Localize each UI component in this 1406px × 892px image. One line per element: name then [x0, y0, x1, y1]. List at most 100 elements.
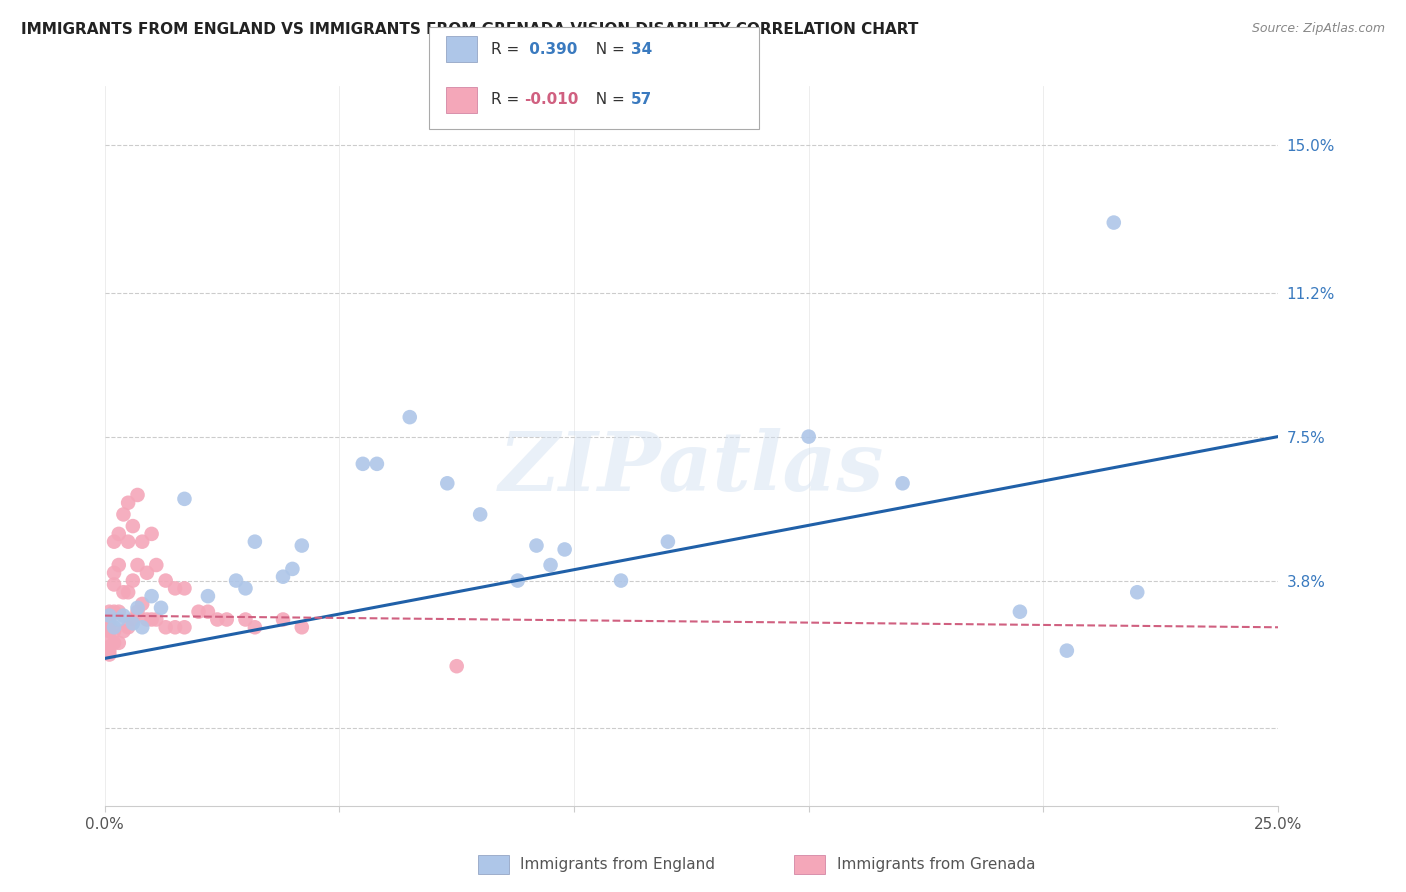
Point	[112, 624, 135, 639]
Point	[112, 508, 135, 522]
Text: -0.010: -0.010	[524, 93, 579, 107]
Point	[797, 429, 820, 443]
Point	[98, 608, 121, 623]
Point	[121, 574, 143, 588]
Point	[103, 566, 125, 580]
Point	[243, 534, 266, 549]
Text: N =: N =	[586, 42, 630, 56]
Point	[98, 648, 121, 662]
Point	[107, 527, 129, 541]
Point	[103, 534, 125, 549]
Text: IMMIGRANTS FROM ENGLAND VS IMMIGRANTS FROM GRENADA VISION DISABILITY CORRELATION: IMMIGRANTS FROM ENGLAND VS IMMIGRANTS FR…	[21, 22, 918, 37]
Text: 57: 57	[631, 93, 652, 107]
Point	[235, 613, 257, 627]
Point	[107, 558, 129, 572]
Point	[291, 539, 314, 553]
Point	[187, 605, 209, 619]
Point	[1056, 643, 1078, 657]
Point	[1126, 585, 1149, 599]
Point	[366, 457, 388, 471]
Point	[554, 542, 576, 557]
Point	[150, 600, 173, 615]
Point	[891, 476, 914, 491]
Point	[103, 577, 125, 591]
Point	[145, 613, 167, 627]
Point	[98, 632, 121, 646]
Point	[98, 616, 121, 631]
Point	[103, 620, 125, 634]
Point	[131, 534, 153, 549]
Point	[121, 616, 143, 631]
Point	[127, 488, 149, 502]
Text: Immigrants from England: Immigrants from England	[520, 857, 716, 871]
Point	[145, 558, 167, 572]
Point	[436, 476, 458, 491]
Point	[135, 613, 157, 627]
Point	[131, 597, 153, 611]
Point	[117, 585, 139, 599]
Point	[173, 491, 195, 506]
Point	[107, 605, 129, 619]
Point	[281, 562, 304, 576]
Point	[1008, 605, 1031, 619]
Point	[141, 527, 163, 541]
Point	[135, 566, 157, 580]
Text: Immigrants from Grenada: Immigrants from Grenada	[837, 857, 1035, 871]
Point	[352, 457, 374, 471]
Point	[103, 624, 125, 639]
Point	[271, 613, 294, 627]
Point	[610, 574, 633, 588]
Point	[165, 582, 187, 596]
Point	[107, 613, 129, 627]
Point	[526, 539, 548, 553]
Point	[197, 605, 219, 619]
Point	[98, 643, 121, 657]
Text: N =: N =	[586, 93, 630, 107]
Point	[235, 582, 257, 596]
Point	[121, 519, 143, 533]
Point	[127, 600, 149, 615]
Point	[155, 620, 177, 634]
Point	[207, 613, 229, 627]
Point	[173, 620, 195, 634]
Point	[117, 534, 139, 549]
Point	[173, 582, 195, 596]
Point	[540, 558, 562, 572]
Point	[117, 620, 139, 634]
Point	[121, 613, 143, 627]
Point	[127, 605, 149, 619]
Point	[657, 534, 679, 549]
Point	[98, 605, 121, 619]
Point	[131, 620, 153, 634]
Text: ZIPatlas: ZIPatlas	[499, 428, 884, 508]
Text: R =: R =	[491, 42, 524, 56]
Point	[271, 570, 294, 584]
Point	[155, 574, 177, 588]
Point	[506, 574, 529, 588]
Point	[98, 620, 121, 634]
Point	[112, 585, 135, 599]
Point	[165, 620, 187, 634]
Point	[112, 608, 135, 623]
Point	[1102, 216, 1125, 230]
Text: 34: 34	[631, 42, 652, 56]
Point	[215, 613, 238, 627]
Text: Source: ZipAtlas.com: Source: ZipAtlas.com	[1251, 22, 1385, 36]
Point	[98, 613, 121, 627]
Point	[103, 605, 125, 619]
Point	[225, 574, 247, 588]
Point	[127, 558, 149, 572]
Point	[470, 508, 492, 522]
Point	[117, 496, 139, 510]
Text: R =: R =	[491, 93, 524, 107]
Point	[446, 659, 468, 673]
Point	[141, 589, 163, 603]
Point	[398, 410, 420, 425]
Point	[141, 613, 163, 627]
Point	[98, 624, 121, 639]
Point	[243, 620, 266, 634]
Point	[103, 636, 125, 650]
Point	[197, 589, 219, 603]
Text: 0.390: 0.390	[524, 42, 578, 56]
Point	[98, 640, 121, 654]
